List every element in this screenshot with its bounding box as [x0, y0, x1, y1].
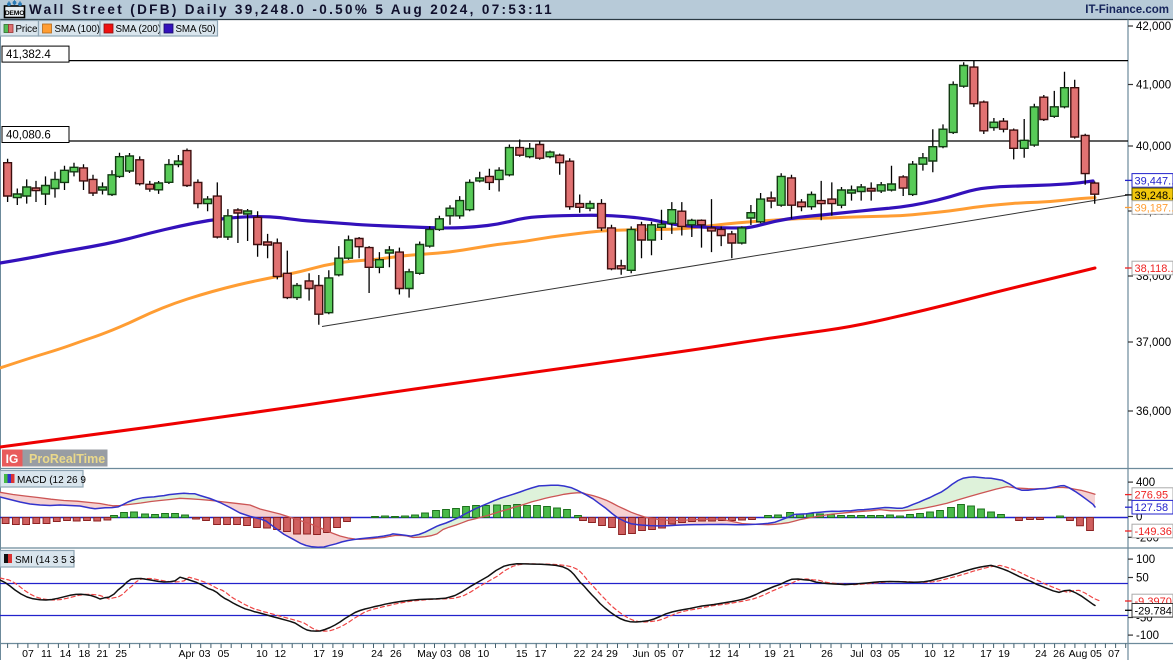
- svg-text:29: 29: [606, 648, 618, 660]
- svg-text:Price: Price: [16, 24, 38, 35]
- svg-text:26: 26: [821, 648, 833, 660]
- svg-text:Jun: Jun: [633, 648, 650, 660]
- svg-text:Apr: Apr: [179, 648, 196, 660]
- svg-text:41,000: 41,000: [1136, 80, 1171, 92]
- svg-text:05: 05: [218, 648, 230, 660]
- svg-text:-149.36: -149.36: [1135, 526, 1172, 538]
- svg-text:26: 26: [1053, 648, 1065, 660]
- svg-text:24: 24: [1035, 648, 1047, 660]
- svg-text:12: 12: [274, 648, 286, 660]
- svg-text:Wall Street (DFB) Daily 39,248: Wall Street (DFB) Daily 39,248.0 -0.50% …: [29, 2, 554, 17]
- svg-text:276.95: 276.95: [1135, 490, 1169, 502]
- svg-text:17: 17: [980, 648, 992, 660]
- svg-text:39,248..: 39,248..: [1135, 190, 1173, 202]
- svg-text:May: May: [417, 648, 438, 660]
- svg-text:19: 19: [332, 648, 344, 660]
- svg-text:19: 19: [998, 648, 1010, 660]
- svg-text:17: 17: [535, 648, 547, 660]
- svg-text:40,080.6: 40,080.6: [6, 130, 51, 142]
- svg-text:12: 12: [943, 648, 955, 660]
- svg-text:14: 14: [727, 648, 739, 660]
- svg-text:100: 100: [1136, 554, 1155, 566]
- svg-text:Jul: Jul: [850, 648, 863, 660]
- svg-text:08: 08: [459, 648, 471, 660]
- svg-text:Aug: Aug: [1069, 648, 1088, 660]
- svg-text:IT-Finance.com: IT-Finance.com: [1085, 4, 1169, 16]
- svg-text:50: 50: [1136, 573, 1149, 585]
- svg-text:03: 03: [870, 648, 882, 660]
- svg-text:07: 07: [22, 648, 34, 660]
- svg-text:18: 18: [79, 648, 91, 660]
- svg-text:37,000: 37,000: [1136, 337, 1171, 349]
- svg-text:39,447..: 39,447..: [1135, 175, 1173, 187]
- svg-text:SMA (200): SMA (200): [116, 24, 161, 35]
- svg-text:-100: -100: [1136, 630, 1159, 642]
- svg-text:14: 14: [60, 648, 72, 660]
- svg-text:42,000: 42,000: [1136, 21, 1171, 33]
- svg-text:12: 12: [709, 648, 721, 660]
- svg-text:21: 21: [96, 648, 108, 660]
- svg-text:17: 17: [313, 648, 325, 660]
- svg-text:38,118..: 38,118..: [1135, 263, 1173, 275]
- svg-text:-29.784: -29.784: [1135, 605, 1172, 617]
- svg-text:07: 07: [672, 648, 684, 660]
- svg-text:36,000: 36,000: [1136, 406, 1171, 418]
- svg-text:05: 05: [1090, 648, 1102, 660]
- svg-text:SMI (14 3 5 3: SMI (14 3 5 3: [15, 555, 75, 566]
- svg-text:IG: IG: [6, 452, 19, 466]
- svg-text:10: 10: [924, 648, 936, 660]
- svg-text:07: 07: [1108, 648, 1120, 660]
- svg-text:127.58: 127.58: [1135, 502, 1169, 514]
- svg-text:41,382.4: 41,382.4: [6, 49, 51, 61]
- svg-text:MACD (12 26 9: MACD (12 26 9: [17, 475, 86, 486]
- svg-text:39,187..: 39,187..: [1135, 203, 1173, 215]
- svg-text:11: 11: [41, 648, 52, 660]
- svg-text:24: 24: [591, 648, 603, 660]
- svg-text:22: 22: [574, 648, 586, 660]
- svg-text:26: 26: [390, 648, 402, 660]
- svg-text:03: 03: [440, 648, 452, 660]
- svg-text:10: 10: [256, 648, 268, 660]
- svg-text:ProRealTime: ProRealTime: [29, 452, 105, 466]
- svg-text:15: 15: [516, 648, 528, 660]
- svg-text:DEMO: DEMO: [5, 10, 25, 17]
- svg-text:05: 05: [654, 648, 666, 660]
- svg-text:SMA (100): SMA (100): [55, 24, 100, 35]
- svg-text:19: 19: [764, 648, 776, 660]
- svg-text:SMA (50): SMA (50): [176, 24, 216, 35]
- svg-text:05: 05: [888, 648, 900, 660]
- svg-text:25: 25: [115, 648, 127, 660]
- svg-text:03: 03: [199, 648, 211, 660]
- svg-text:21: 21: [783, 648, 795, 660]
- svg-text:24: 24: [371, 648, 383, 660]
- svg-text:10: 10: [478, 648, 490, 660]
- svg-text:40,000: 40,000: [1136, 141, 1171, 153]
